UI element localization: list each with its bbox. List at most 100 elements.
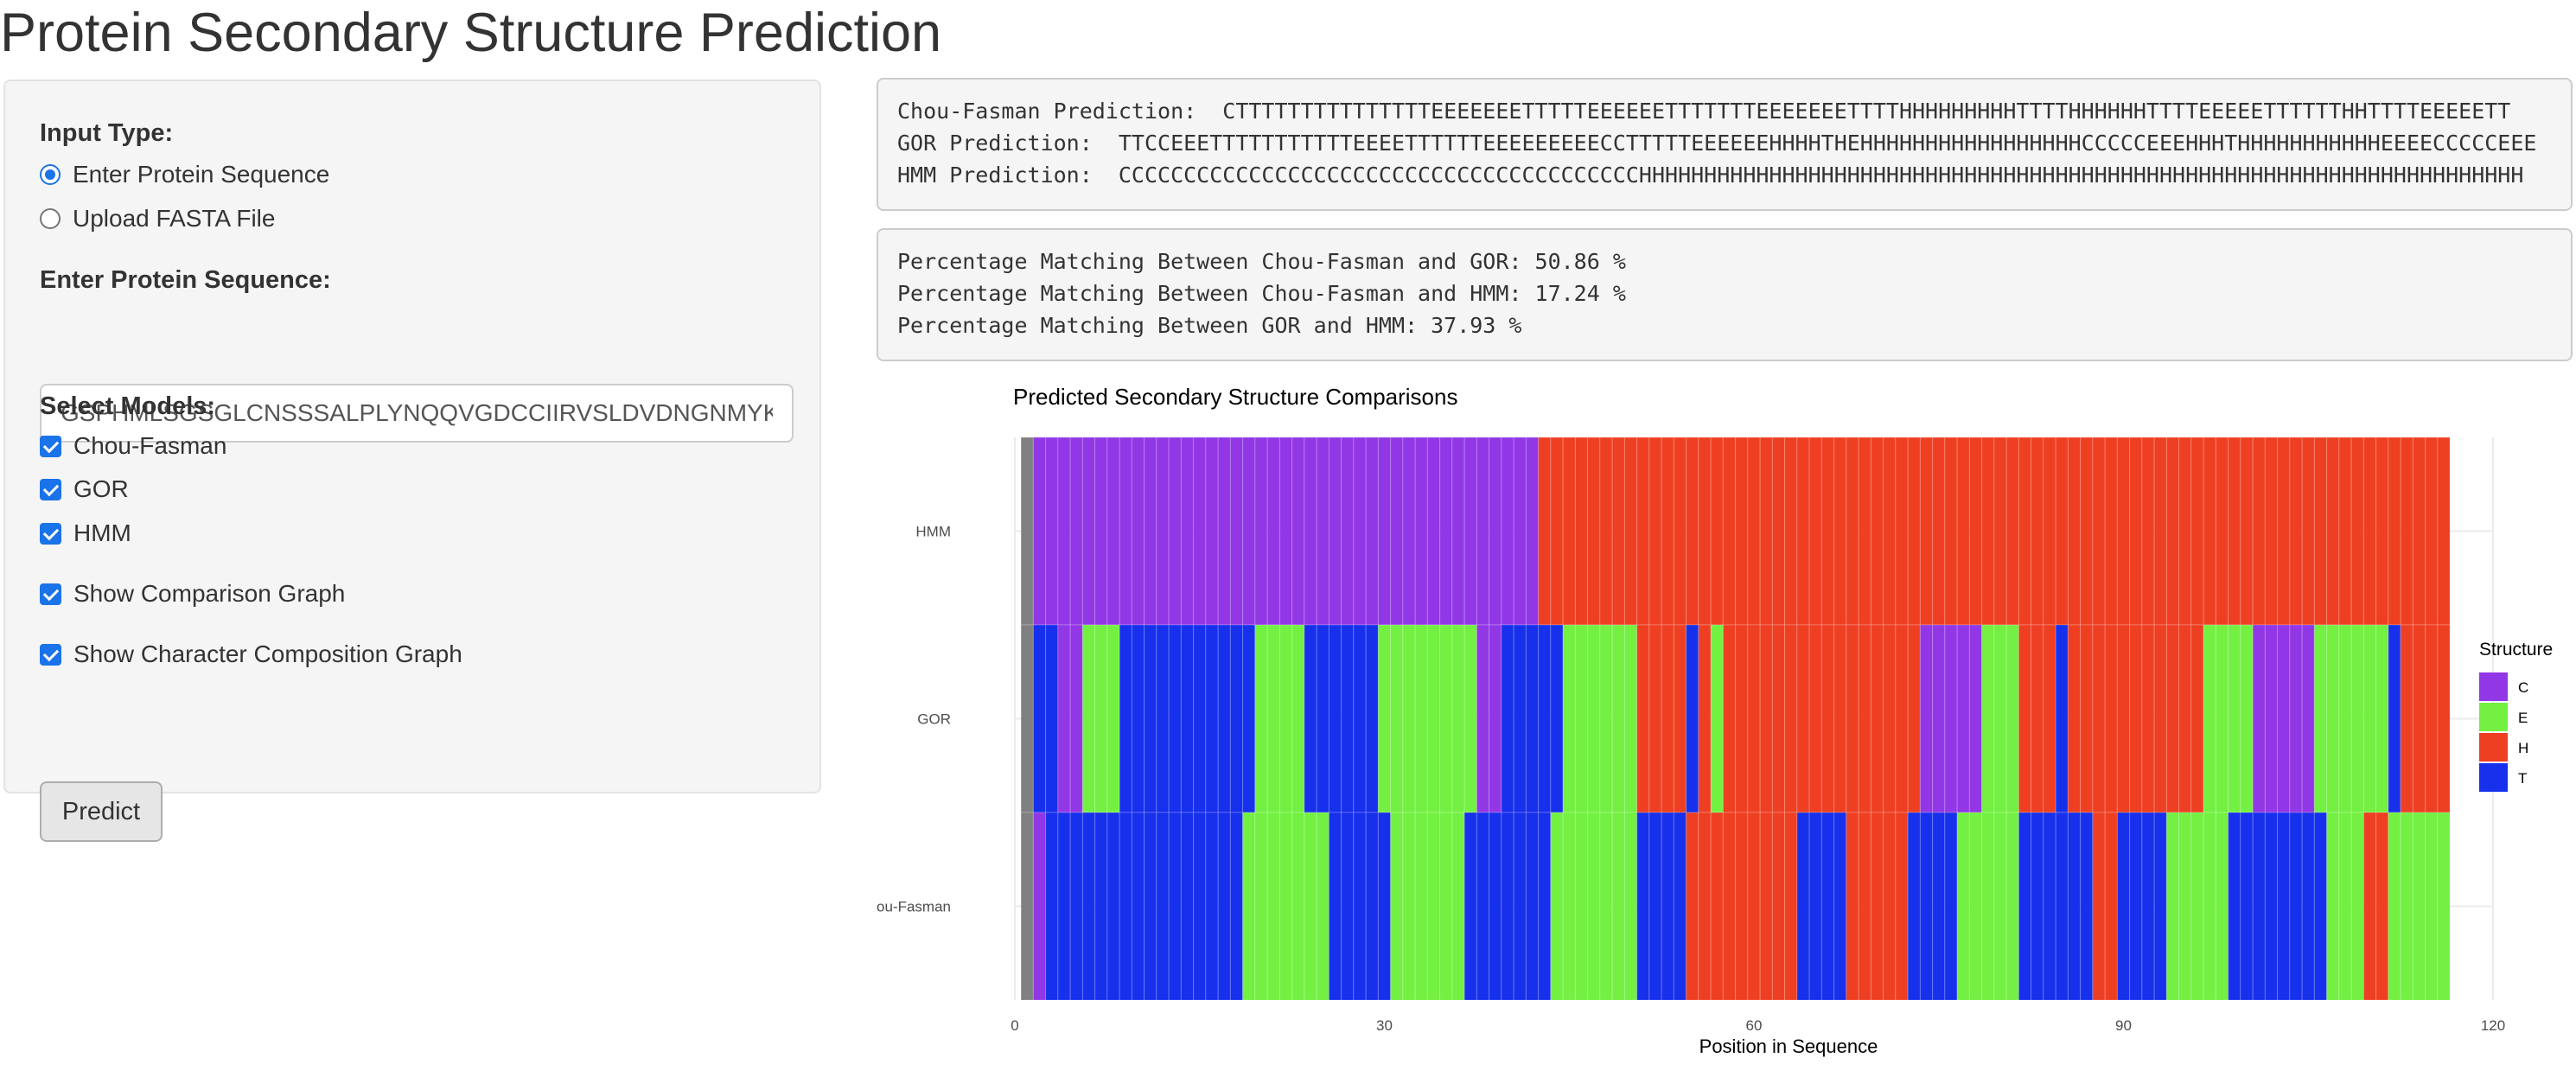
structure-tile bbox=[2228, 437, 2241, 626]
structure-tile bbox=[1316, 437, 1329, 626]
structure-tile bbox=[1131, 624, 1145, 813]
structure-tile bbox=[1217, 624, 1231, 813]
structure-tile bbox=[1365, 437, 1379, 626]
checkbox-hmm[interactable]: HMM bbox=[40, 518, 131, 549]
legend-swatch-T bbox=[2479, 763, 2508, 792]
structure-tile bbox=[2116, 812, 2131, 1001]
structure-tile bbox=[1168, 624, 1182, 813]
y-tick-label: HMM bbox=[915, 524, 951, 540]
structure-tile bbox=[1402, 812, 1416, 1001]
structure-tile bbox=[1032, 812, 1047, 1001]
structure-tile bbox=[2388, 624, 2401, 813]
checkbox-gor[interactable]: GOR bbox=[40, 474, 129, 505]
structure-tile bbox=[1883, 812, 1897, 1001]
structure-tile bbox=[1278, 624, 1293, 813]
structure-tile bbox=[1106, 624, 1120, 813]
structure-tile bbox=[1069, 812, 1083, 1001]
structure-tile bbox=[1501, 624, 1514, 813]
structure-tile bbox=[1968, 437, 1983, 626]
structure-tile bbox=[1131, 437, 1145, 626]
structure-tile bbox=[2264, 437, 2279, 626]
structure-tile bbox=[1119, 437, 1132, 626]
checkbox-checked-icon[interactable] bbox=[40, 522, 61, 545]
structure-tile bbox=[1341, 812, 1355, 1001]
structure-tile bbox=[2313, 624, 2328, 813]
structure-tile bbox=[1550, 812, 1564, 1001]
structure-tile bbox=[1180, 624, 1195, 813]
structure-tile bbox=[1698, 812, 1712, 1001]
structure-tile bbox=[1648, 812, 1662, 1001]
structure-tile bbox=[1414, 437, 1428, 626]
structure-tile bbox=[1217, 812, 1231, 1001]
structure-tile bbox=[1673, 624, 1687, 813]
structure-tile bbox=[1981, 437, 1995, 626]
structure-tile bbox=[1587, 624, 1601, 813]
structure-tile bbox=[1353, 812, 1367, 1001]
structure-tile bbox=[1439, 437, 1453, 626]
structure-tile bbox=[1722, 437, 1737, 626]
structure-tile bbox=[1611, 812, 1625, 1001]
radio-option-upload-fasta[interactable]: Upload FASTA File bbox=[40, 203, 275, 234]
structure-tile bbox=[1242, 437, 1256, 626]
structure-tile bbox=[2005, 624, 2019, 813]
structure-tile bbox=[1094, 437, 1108, 626]
structure-tile bbox=[1193, 437, 1207, 626]
checkbox-checked-icon[interactable] bbox=[40, 583, 61, 605]
structure-tile bbox=[1574, 812, 1589, 1001]
checkbox-chou-fasman[interactable]: Chou-Fasman bbox=[40, 430, 226, 462]
structure-tile bbox=[1377, 812, 1392, 1001]
structure-tile bbox=[1476, 437, 1490, 626]
structure-tile bbox=[1833, 812, 1847, 1001]
checkbox-show-composition[interactable]: Show Character Composition Graph bbox=[40, 639, 462, 670]
predict-button[interactable]: Predict bbox=[40, 781, 163, 842]
structure-tile bbox=[1599, 437, 1613, 626]
checkbox-checked-icon[interactable] bbox=[40, 643, 61, 666]
structure-tile bbox=[2043, 624, 2056, 813]
checkbox-checked-icon[interactable] bbox=[40, 478, 61, 500]
structure-tile bbox=[1870, 812, 1884, 1001]
structure-tile bbox=[1451, 812, 1465, 1001]
structure-tile bbox=[1686, 624, 1699, 813]
checkbox-show-comparison[interactable]: Show Comparison Graph bbox=[40, 578, 345, 609]
structure-tile bbox=[2400, 437, 2413, 626]
structure-tile bbox=[1599, 812, 1613, 1001]
structure-tile bbox=[1217, 437, 1231, 626]
structure-tile bbox=[2215, 437, 2229, 626]
radio-selected-icon[interactable] bbox=[40, 164, 61, 185]
radio-option-enter-sequence[interactable]: Enter Protein Sequence bbox=[40, 159, 329, 190]
structure-tile bbox=[1193, 624, 1207, 813]
sequence-input[interactable] bbox=[40, 384, 794, 443]
structure-tile bbox=[2277, 812, 2291, 1001]
structure-tile bbox=[1489, 812, 1502, 1001]
models-label: Select Models: bbox=[40, 392, 216, 420]
structure-tile bbox=[1193, 812, 1207, 1001]
structure-tile bbox=[2326, 437, 2340, 626]
structure-tile bbox=[1414, 812, 1428, 1001]
predictions-output: Chou-Fasman Prediction: CTTTTTTTTTTTTTTT… bbox=[877, 78, 2573, 211]
structure-tile bbox=[2215, 812, 2229, 1001]
structure-tile bbox=[2301, 812, 2315, 1001]
structure-tile bbox=[1266, 812, 1280, 1001]
structure-tile bbox=[2289, 437, 2303, 626]
structure-tile bbox=[2080, 437, 2094, 626]
structure-tile bbox=[2362, 812, 2377, 1001]
structure-tile bbox=[1463, 624, 1477, 813]
structure-tile bbox=[2190, 624, 2204, 813]
structure-tile bbox=[2190, 437, 2204, 626]
structure-tile bbox=[1020, 624, 1034, 813]
structure-tile bbox=[1771, 812, 1786, 1001]
structure-tile bbox=[1808, 812, 1822, 1001]
structure-tile bbox=[1439, 812, 1453, 1001]
structure-tile bbox=[1673, 437, 1687, 626]
radio-unselected-icon[interactable] bbox=[40, 208, 61, 229]
chart-title: Predicted Secondary Structure Comparison… bbox=[1013, 384, 1458, 410]
structure-tile bbox=[1020, 437, 1034, 626]
structure-tile bbox=[1722, 812, 1737, 1001]
structure-tile bbox=[1648, 624, 1662, 813]
x-tick-label: 90 bbox=[2115, 1017, 2132, 1034]
structure-tile bbox=[2018, 812, 2032, 1001]
checkbox-checked-icon[interactable] bbox=[40, 435, 61, 457]
structure-tile bbox=[2228, 624, 2241, 813]
structure-tile bbox=[1623, 624, 1638, 813]
structure-tile bbox=[1278, 812, 1293, 1001]
